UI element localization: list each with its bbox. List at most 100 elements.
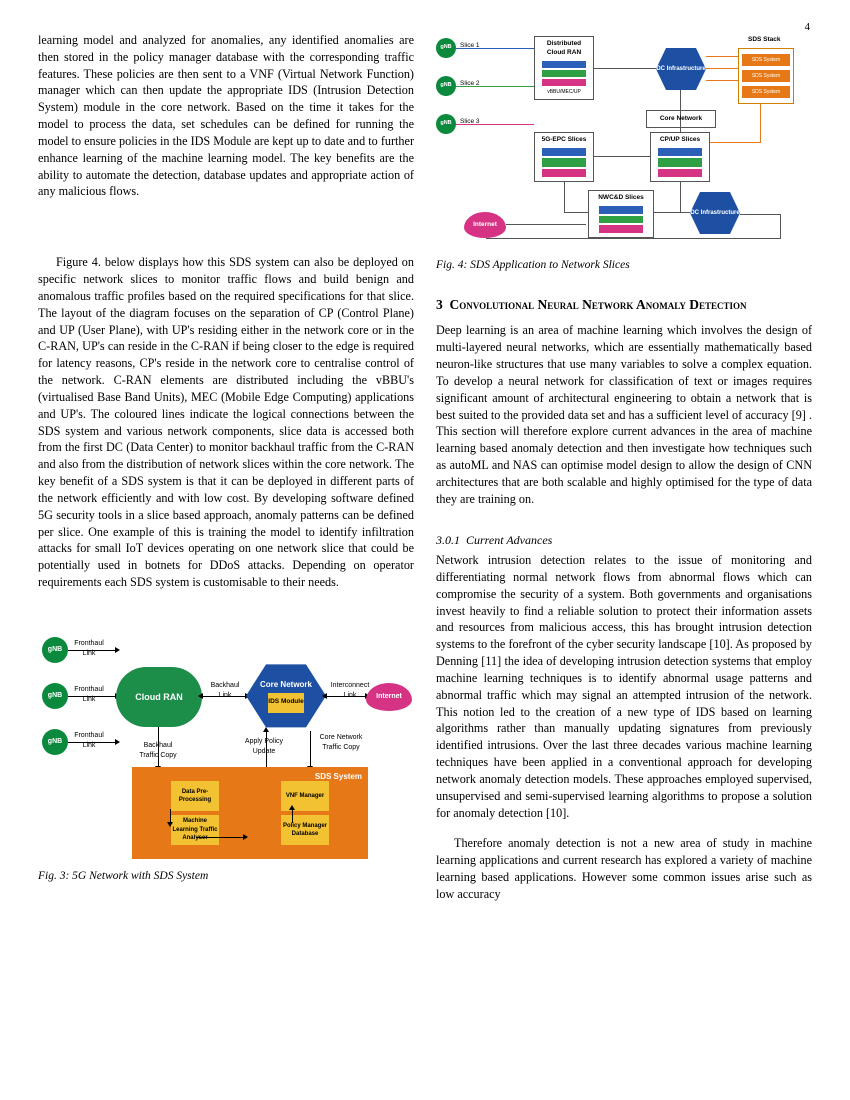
line-icon xyxy=(326,696,366,697)
line-icon xyxy=(486,238,781,239)
fig4-canvas: gNB Slice 1 gNB Slice 2 gNB Slice 3 Dist… xyxy=(436,32,812,252)
subsection-title-text: Current Advances xyxy=(466,533,552,547)
right-para-2: Network intrusion detection relates to t… xyxy=(436,552,812,821)
gnb-icon: gNB xyxy=(436,76,456,96)
core-network-node: Core Network IDS Module xyxy=(246,661,326,731)
line-icon xyxy=(594,68,656,69)
line-icon xyxy=(202,696,246,697)
sds-ml-box: Machine Learning Traffic Analyser xyxy=(171,815,219,845)
slice-label: Slice 2 xyxy=(460,80,480,89)
sds-system-chip: SDS System xyxy=(742,70,790,82)
dc-node: DC Infrastructure xyxy=(656,48,706,90)
line-icon xyxy=(760,104,761,143)
core-copy-label: Core Network Traffic Copy xyxy=(316,733,366,752)
line-icon xyxy=(564,212,588,213)
figure-4: gNB Slice 1 gNB Slice 2 gNB Slice 3 Dist… xyxy=(436,32,812,274)
slice-chip xyxy=(542,70,586,77)
section-3-title: 3 Convolutional Neural Network Anomaly D… xyxy=(436,296,812,315)
line-icon xyxy=(680,182,681,212)
line-icon xyxy=(68,742,116,743)
sds-system-chip: SDS System xyxy=(742,54,790,66)
fig3-caption: Fig. 3: 5G Network with SDS System xyxy=(38,869,414,885)
left-para-1: learning model and analyzed for anomalie… xyxy=(38,32,414,200)
slice-chip xyxy=(542,169,586,177)
fronthaul-label: Fronthaul Link xyxy=(72,639,106,658)
distributed-cran-box: Distributed Cloud RAN vBBU/MEC/UP xyxy=(534,36,594,100)
line-icon xyxy=(780,214,781,238)
line-icon xyxy=(706,68,738,69)
section-title-text: Convolutional Neural Network Anomaly Det… xyxy=(450,297,747,312)
line-icon xyxy=(456,124,534,125)
line-icon xyxy=(740,214,780,215)
internet-node: Internet xyxy=(464,212,506,238)
cpup-title: 5G-EPC Slices xyxy=(542,136,587,145)
dc-node: DC Infrastructure xyxy=(690,192,740,234)
fig4-caption: Fig. 4: SDS Application to Network Slice… xyxy=(436,258,812,274)
sds-system-chip: SDS System xyxy=(742,86,790,98)
dist-footer: vBBU/MEC/UP xyxy=(547,89,581,96)
slice-chip xyxy=(599,216,643,224)
sds-preproc-box: Data Pre-Processing xyxy=(171,781,219,811)
right-para-1: Deep learning is an area of machine lear… xyxy=(436,322,812,507)
line-icon xyxy=(292,809,293,823)
subsection-title: 3.0.1 Current Advances xyxy=(436,532,812,549)
gnb-icon: gNB xyxy=(42,637,68,663)
up-title: CP/UP Slices xyxy=(660,136,700,145)
two-column-layout: learning model and analyzed for anomalie… xyxy=(38,32,812,1070)
line-icon xyxy=(594,156,650,157)
interconnect-label: Interconnect Link xyxy=(330,681,370,700)
gnb-icon: gNB xyxy=(436,38,456,58)
slice-chip xyxy=(658,169,702,177)
slice-label: Slice 3 xyxy=(460,118,480,127)
backhaul-copy-label: Backhaul Traffic Copy xyxy=(134,741,182,760)
line-icon xyxy=(506,224,586,225)
sds-stack-title: SDS Stack xyxy=(748,36,781,45)
fronthaul-label: Fronthaul Link xyxy=(72,685,106,704)
slice-chip xyxy=(599,225,643,233)
gnb-icon: gNB xyxy=(42,683,68,709)
gnb-icon: gNB xyxy=(42,729,68,755)
nwcd-slices-box: NWC&D Slices xyxy=(588,190,654,238)
slice-chip xyxy=(542,79,586,86)
left-column: learning model and analyzed for anomalie… xyxy=(38,32,414,1070)
sds-system-box: SDS System Data Pre-Processing VNF Manag… xyxy=(132,767,368,859)
slice-chip xyxy=(542,61,586,68)
line-icon xyxy=(170,809,171,823)
slice-label: Slice 1 xyxy=(460,42,480,51)
figure-3: gNB gNB gNB Fronthaul Link Fronthaul Lin… xyxy=(38,633,414,885)
slice-chip xyxy=(542,148,586,156)
cp-up-slices-box: 5G-EPC Slices xyxy=(534,132,594,182)
right-column: gNB Slice 1 gNB Slice 2 gNB Slice 3 Dist… xyxy=(436,32,812,1070)
sds-policy-box: Policy Manager Database xyxy=(281,815,329,845)
right-para-3: Therefore anomaly detection is not a new… xyxy=(436,835,812,902)
sds-label: SDS System xyxy=(315,771,362,782)
line-icon xyxy=(310,731,311,767)
slice-chip xyxy=(599,206,643,214)
subsection-number: 3.0.1 xyxy=(436,533,460,547)
line-icon xyxy=(196,837,244,838)
sds-stack-box: SDS System SDS System SDS System xyxy=(738,48,794,104)
section-number: 3 xyxy=(436,297,443,312)
slice-chip xyxy=(542,158,586,166)
line-icon xyxy=(68,696,116,697)
internet-node: Internet xyxy=(366,683,412,711)
core-title: Core Network xyxy=(660,115,702,124)
line-icon xyxy=(456,86,534,87)
line-icon xyxy=(68,650,116,651)
spacer xyxy=(38,605,414,623)
apply-policy-label: Apply Policy Update xyxy=(242,737,286,756)
gnb-icon: gNB xyxy=(436,114,456,134)
line-icon xyxy=(706,56,738,57)
fronthaul-label: Fronthaul Link xyxy=(72,731,106,750)
line-icon xyxy=(710,142,760,143)
ids-module-box: IDS Module xyxy=(268,693,304,713)
left-para-2: Figure 4. below displays how this SDS sy… xyxy=(38,254,414,591)
slice-chip xyxy=(658,148,702,156)
line-icon xyxy=(706,80,738,81)
slice-chip xyxy=(658,158,702,166)
line-icon xyxy=(456,48,534,49)
up-slices-box: CP/UP Slices xyxy=(650,132,710,182)
core-network-label-box: Core Network xyxy=(646,110,716,128)
line-icon xyxy=(654,212,690,213)
backhaul-label: Backhaul Link xyxy=(208,681,242,700)
